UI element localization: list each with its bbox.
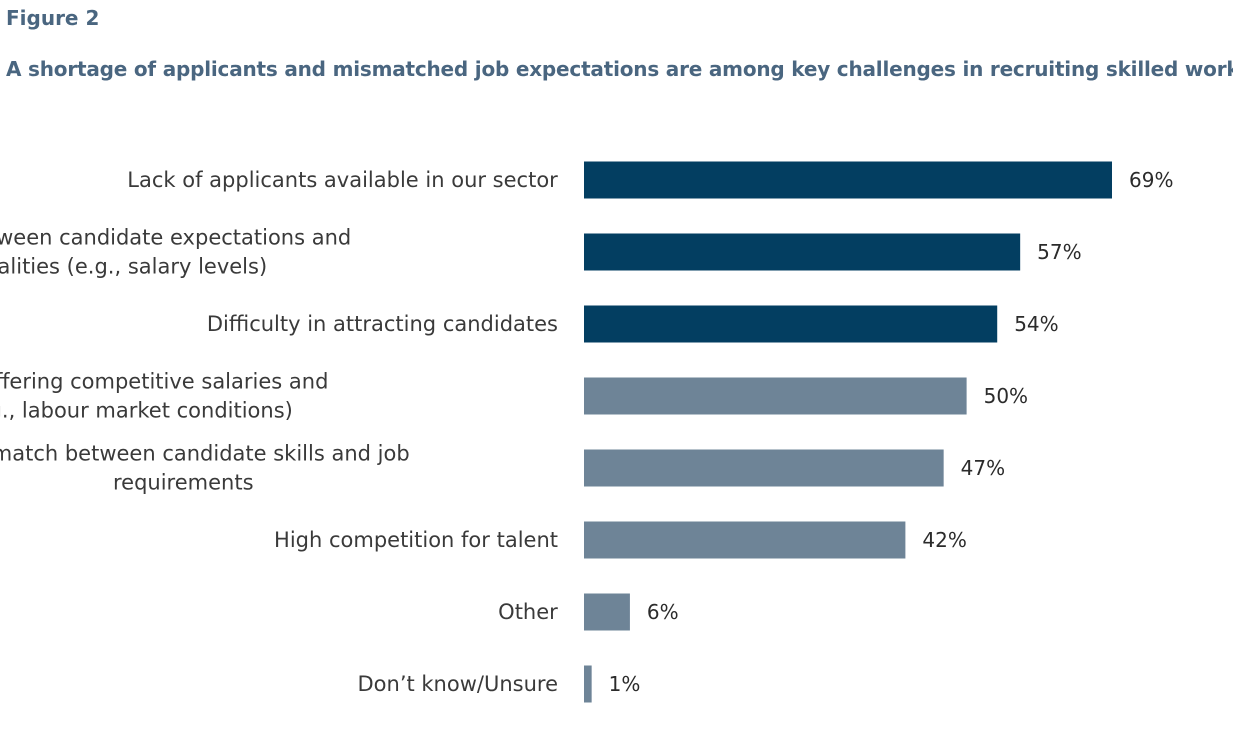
bar-6 [584,521,906,559]
bar-4 [584,377,967,415]
bar-7 [584,593,630,631]
bar-3 [584,305,998,343]
value-label-8: 1% [609,672,641,696]
value-label-2: 57% [1037,240,1081,264]
bar-1 [584,161,1112,199]
category-label-4: Challenges in offering competitive salar… [0,370,328,423]
value-label-6: 42% [922,528,966,552]
category-label-3: Difficulty in attracting candidates [207,312,558,336]
category-label-7: Other [498,600,558,624]
value-label-1: 69% [1129,168,1173,192]
category-label-1: Lack of applicants available in our sect… [127,168,558,192]
bar-2 [584,233,1021,271]
figure-label: Figure 2 [6,6,100,30]
category-label-5: Mismatch between candidate skills and jo… [0,442,410,495]
bar-8 [584,665,592,703]
value-label-4: 50% [984,384,1028,408]
chart-title: A shortage of applicants and mismatched … [6,57,1233,81]
value-label-5: 47% [961,456,1005,480]
value-label-7: 6% [647,600,679,624]
category-label-6: High competition for talent [274,528,558,552]
bar-5 [584,449,944,487]
category-label-8: Don’t know/Unsure [357,672,558,696]
value-label-3: 54% [1014,312,1058,336]
category-label-2: Mismatch between candidate expectations … [0,226,351,279]
